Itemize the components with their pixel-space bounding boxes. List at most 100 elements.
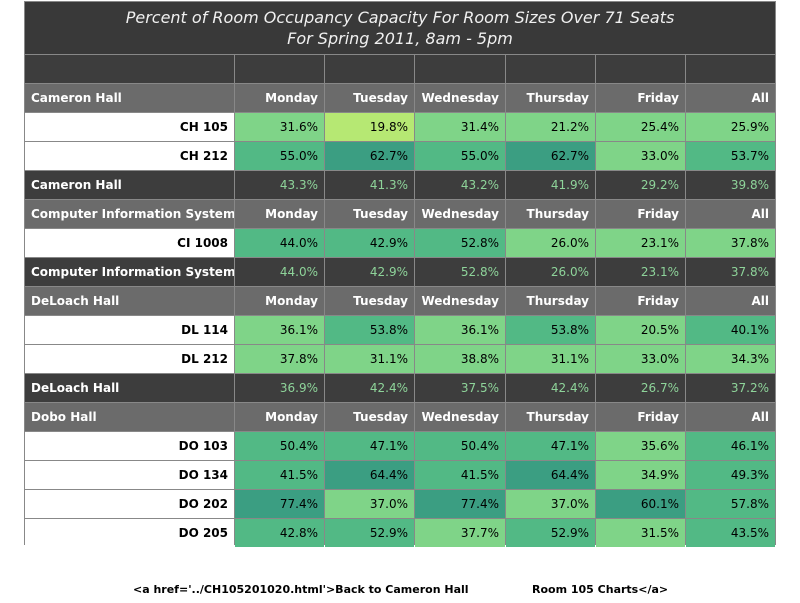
column-header-all: All	[686, 200, 775, 228]
group-summary-value: 44.0%	[235, 258, 324, 286]
group-summary-value: 39.8%	[686, 171, 775, 199]
occupancy-value-cell: 41.5%	[415, 461, 505, 489]
room-name-cell: DO 205	[25, 519, 234, 547]
group-header-name: DeLoach Hall	[25, 287, 234, 315]
room-name-cell: CH 105	[25, 113, 234, 141]
group-summary-value: 42.4%	[325, 374, 414, 402]
group-summary-value: 36.9%	[235, 374, 324, 402]
column-header-wednesday: Wednesday	[415, 287, 505, 315]
column-header-tuesday: Tuesday	[325, 200, 414, 228]
report-title-line1: Percent of Room Occupancy Capacity For R…	[125, 8, 675, 27]
occupancy-value-cell: 31.1%	[506, 345, 595, 373]
occupancy-value-cell: 31.5%	[596, 519, 685, 547]
occupancy-value-cell: 64.4%	[506, 461, 595, 489]
occupancy-value-cell: 34.9%	[596, 461, 685, 489]
group-summary-value: 41.9%	[506, 171, 595, 199]
column-header-thursday: Thursday	[506, 287, 595, 315]
occupancy-value-cell: 50.4%	[415, 432, 505, 460]
occupancy-value-cell: 31.4%	[415, 113, 505, 141]
occupancy-value-cell: 20.5%	[596, 316, 685, 344]
column-header-all: All	[686, 403, 775, 431]
column-header-friday: Friday	[596, 403, 685, 431]
occupancy-value-cell: 50.4%	[235, 432, 324, 460]
occupancy-value-cell: 25.4%	[596, 113, 685, 141]
occupancy-value-cell: 53.7%	[686, 142, 775, 170]
group-summary-name: Cameron Hall	[25, 171, 234, 199]
occupancy-value-cell: 33.0%	[596, 345, 685, 373]
occupancy-value-cell: 37.8%	[686, 229, 775, 257]
group-summary-name: Computer Information Systems	[25, 258, 234, 286]
column-header-all: All	[686, 84, 775, 112]
occupancy-value-cell: 31.1%	[325, 345, 414, 373]
occupancy-value-cell: 53.8%	[325, 316, 414, 344]
group-summary-value: 26.0%	[506, 258, 595, 286]
group-summary-value: 43.2%	[415, 171, 505, 199]
column-header-wednesday: Wednesday	[415, 403, 505, 431]
occupancy-value-cell: 26.0%	[506, 229, 595, 257]
occupancy-value-cell: 62.7%	[325, 142, 414, 170]
column-header-tuesday: Tuesday	[325, 403, 414, 431]
room-charts-link-text[interactable]: Room 105 Charts</a>	[532, 583, 669, 596]
occupancy-value-cell: 60.1%	[596, 490, 685, 518]
column-header-monday: Monday	[235, 200, 324, 228]
occupancy-value-cell: 38.8%	[415, 345, 505, 373]
room-name-cell: DO 134	[25, 461, 234, 489]
group-header-name: Dobo Hall	[25, 403, 234, 431]
header-blank-cell	[25, 55, 234, 83]
column-header-thursday: Thursday	[506, 84, 595, 112]
room-name-cell: DO 202	[25, 490, 234, 518]
column-header-wednesday: Wednesday	[415, 84, 505, 112]
occupancy-value-cell: 37.0%	[325, 490, 414, 518]
occupancy-value-cell: 64.4%	[325, 461, 414, 489]
room-name-cell: DL 212	[25, 345, 234, 373]
occupancy-report: Percent of Room Occupancy Capacity For R…	[24, 1, 776, 547]
occupancy-value-cell: 37.0%	[506, 490, 595, 518]
occupancy-value-cell: 35.6%	[596, 432, 685, 460]
column-header-friday: Friday	[596, 287, 685, 315]
group-header-name: Computer Information Systems	[25, 200, 234, 228]
group-summary-value: 42.9%	[325, 258, 414, 286]
column-header-monday: Monday	[235, 84, 324, 112]
header-blank-cell	[235, 55, 324, 83]
occupancy-value-cell: 57.8%	[686, 490, 775, 518]
back-link-text[interactable]: <a href='../CH105201020.html'>Back to Ca…	[133, 583, 469, 596]
occupancy-value-cell: 34.3%	[686, 345, 775, 373]
group-summary-name: DeLoach Hall	[25, 374, 234, 402]
occupancy-value-cell: 55.0%	[235, 142, 324, 170]
group-summary-value: 41.3%	[325, 171, 414, 199]
room-name-cell: CH 212	[25, 142, 234, 170]
occupancy-value-cell: 77.4%	[235, 490, 324, 518]
occupancy-value-cell: 40.1%	[686, 316, 775, 344]
occupancy-value-cell: 53.8%	[506, 316, 595, 344]
occupancy-value-cell: 42.9%	[325, 229, 414, 257]
occupancy-value-cell: 62.7%	[506, 142, 595, 170]
occupancy-value-cell: 49.3%	[686, 461, 775, 489]
room-name-cell: DL 114	[25, 316, 234, 344]
occupancy-value-cell: 47.1%	[325, 432, 414, 460]
column-header-wednesday: Wednesday	[415, 200, 505, 228]
occupancy-value-cell: 55.0%	[415, 142, 505, 170]
group-summary-value: 37.8%	[686, 258, 775, 286]
group-summary-value: 43.3%	[235, 171, 324, 199]
report-title-line2: For Spring 2011, 8am - 5pm	[287, 29, 513, 48]
occupancy-value-cell: 25.9%	[686, 113, 775, 141]
occupancy-value-cell: 52.8%	[415, 229, 505, 257]
occupancy-value-cell: 19.8%	[325, 113, 414, 141]
header-blank-cell	[506, 55, 595, 83]
group-summary-value: 37.2%	[686, 374, 775, 402]
group-summary-value: 52.8%	[415, 258, 505, 286]
group-summary-value: 23.1%	[596, 258, 685, 286]
occupancy-value-cell: 44.0%	[235, 229, 324, 257]
occupancy-value-cell: 36.1%	[235, 316, 324, 344]
footer: <a href='../CH105201020.html'>Back to Ca…	[0, 583, 800, 603]
occupancy-value-cell: 41.5%	[235, 461, 324, 489]
column-header-friday: Friday	[596, 84, 685, 112]
room-name-cell: DO 103	[25, 432, 234, 460]
column-header-tuesday: Tuesday	[325, 84, 414, 112]
occupancy-value-cell: 23.1%	[596, 229, 685, 257]
occupancy-value-cell: 77.4%	[415, 490, 505, 518]
occupancy-value-cell: 43.5%	[686, 519, 775, 547]
group-summary-value: 37.5%	[415, 374, 505, 402]
header-blank-cell	[415, 55, 505, 83]
column-header-thursday: Thursday	[506, 403, 595, 431]
